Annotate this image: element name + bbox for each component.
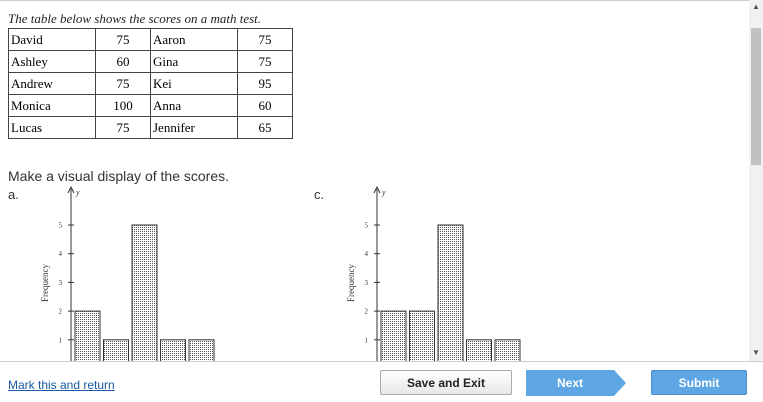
score-table: David 75 Aaron 75 Ashley 60 Gina 75 Andrew 75 Kei 9…: [8, 28, 293, 139]
bar: [380, 310, 407, 361]
y-title: Frequency: [40, 264, 50, 302]
prompt: The table below shows the scores on a ma…: [8, 11, 262, 26]
bar: [466, 339, 492, 361]
bar: [494, 339, 521, 361]
question-area: The table below shows the scores on a ma…: [0, 0, 749, 361]
table-row: David 75 Aaron 75: [8, 28, 293, 51]
student-name: Jennifer: [150, 116, 238, 139]
instruction: Make a visual display of the scores.: [8, 168, 229, 184]
y-tick-label: 5: [59, 222, 63, 230]
save-button[interactable]: Save and Exit: [380, 370, 512, 395]
scroll-thumb[interactable]: [751, 28, 761, 165]
y-tick-label: 5: [365, 222, 369, 230]
bar: [131, 224, 158, 361]
next-button[interactable]: Next: [526, 370, 628, 396]
next-label: Next: [557, 376, 583, 390]
y-tick-label: 4: [365, 250, 369, 258]
next-shape: [526, 370, 626, 396]
bar: [103, 339, 129, 361]
score: 75: [95, 116, 151, 139]
y-tick-label: 4: [59, 250, 63, 258]
table-row: Andrew 75 Kei 95: [8, 72, 293, 95]
submit-button[interactable]: Submit: [651, 370, 747, 395]
option-label[interactable]: c.: [314, 187, 325, 202]
student-name: Anna: [150, 94, 238, 117]
y-tick-label: 3: [365, 279, 369, 287]
bar: [437, 224, 464, 361]
axis-arrow: [67, 185, 75, 194]
score: 65: [237, 116, 293, 139]
y-axis-label: y: [75, 188, 80, 197]
score: 60: [95, 50, 151, 73]
y-title: Frequency: [346, 264, 356, 302]
y-tick-label: 1: [59, 336, 63, 344]
y-tick-label: 2: [365, 308, 369, 316]
y-axis-label: y: [381, 188, 386, 197]
table-row: Lucas 75 Jennifer 65: [8, 116, 293, 139]
bar: [188, 339, 215, 361]
histograms: y Frequency 1 2 3 4 5 y Frequency 1 2 3 4 5: [40, 185, 521, 361]
bar: [74, 310, 101, 361]
score: 75: [95, 28, 151, 51]
table-row: Monica 100 Anna 60: [8, 94, 293, 117]
y-tick-label: 3: [59, 279, 63, 287]
axis-arrow: [373, 185, 381, 194]
bar: [409, 310, 435, 361]
scroll-down[interactable]: ▼: [752, 348, 760, 357]
mark-link[interactable]: Mark this and return: [8, 378, 115, 392]
scroll-up[interactable]: ▲: [752, 2, 760, 11]
student-name: Andrew: [8, 72, 96, 95]
footer: Mark this and return Save and Exit Next …: [0, 361, 763, 402]
y-tick-label: 1: [365, 336, 369, 344]
option-label[interactable]: a.: [8, 187, 19, 202]
bar: [160, 339, 186, 361]
y-tick-label: 2: [59, 308, 63, 316]
score: 75: [237, 50, 293, 73]
